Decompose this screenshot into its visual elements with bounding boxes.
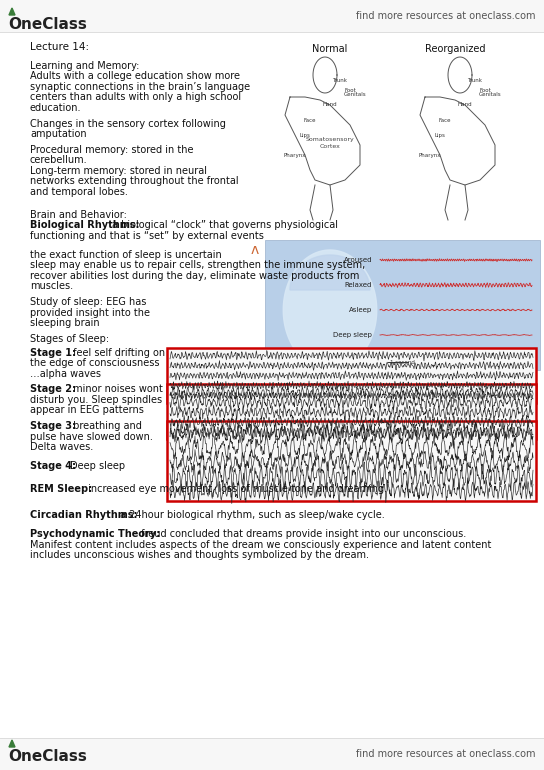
Text: Stages of Sleep:: Stages of Sleep: <box>30 334 109 344</box>
Bar <box>167 347 536 403</box>
Text: cerebellum.: cerebellum. <box>30 156 88 166</box>
Text: a biological “clock” that governs physiological: a biological “clock” that governs physio… <box>112 220 338 230</box>
Text: provided insight into the: provided insight into the <box>30 308 150 318</box>
Text: Trunk: Trunk <box>332 78 348 82</box>
Text: find more resources at oneclass.com: find more resources at oneclass.com <box>356 749 536 759</box>
Text: Genitals: Genitals <box>344 92 366 98</box>
Text: feel self drifting on: feel self drifting on <box>70 347 165 357</box>
Text: Relaxed: Relaxed <box>345 282 372 288</box>
Text: Biological Rhythms:: Biological Rhythms: <box>30 220 143 230</box>
Text: Lips: Lips <box>435 132 446 138</box>
Bar <box>167 384 536 440</box>
Text: Study of sleep: EEG has: Study of sleep: EEG has <box>30 297 146 307</box>
Polygon shape <box>9 8 15 15</box>
Text: amputation: amputation <box>30 129 86 139</box>
Text: Lecture 14:: Lecture 14: <box>30 42 89 52</box>
Text: Aroused: Aroused <box>343 257 372 263</box>
Text: Psychodynamic Theory:: Psychodynamic Theory: <box>30 529 164 539</box>
Text: a 24hour biological rhythm, such as sleep/wake cycle.: a 24hour biological rhythm, such as slee… <box>120 511 385 521</box>
Text: Stage 2:: Stage 2: <box>30 384 79 394</box>
Text: Pharynx: Pharynx <box>419 152 441 158</box>
Text: disturb you. Sleep spindles: disturb you. Sleep spindles <box>30 395 162 405</box>
Polygon shape <box>9 740 15 747</box>
Text: Foot: Foot <box>344 88 356 92</box>
Text: Foot: Foot <box>479 88 491 92</box>
Text: Delta waves.: Delta waves. <box>30 442 93 452</box>
Text: Trunk: Trunk <box>467 78 483 82</box>
Text: Procedural memory: stored in the: Procedural memory: stored in the <box>30 145 194 155</box>
Text: and temporal lobes.: and temporal lobes. <box>30 187 128 197</box>
Bar <box>0 0 544 32</box>
Text: functioning and that is “set” by external events: functioning and that is “set” by externa… <box>30 231 264 241</box>
Text: Asleep: Asleep <box>349 307 372 313</box>
Text: Brain and Behavior:: Brain and Behavior: <box>30 210 127 220</box>
Text: Somatosensory
Cortex: Somatosensory Cortex <box>306 137 354 149</box>
Text: Long-term memory: stored in neural: Long-term memory: stored in neural <box>30 166 207 176</box>
Bar <box>0 738 544 770</box>
Text: sleep may enable us to repair cells, strengthen the immune system,: sleep may enable us to repair cells, str… <box>30 260 365 270</box>
Text: networks extending throughout the frontal: networks extending throughout the fronta… <box>30 176 239 186</box>
Text: Genitals: Genitals <box>479 92 502 98</box>
Text: Pharynx: Pharynx <box>284 152 306 158</box>
Text: Normal: Normal <box>312 44 348 54</box>
Text: Adults with a college education show more: Adults with a college education show mor… <box>30 72 240 82</box>
Text: synaptic connections in the brain’s language: synaptic connections in the brain’s lang… <box>30 82 250 92</box>
Text: education.: education. <box>30 103 82 113</box>
Text: ʌ: ʌ <box>251 243 259 257</box>
Text: Stage 1:: Stage 1: <box>30 347 79 357</box>
Text: pulse have slowed down.: pulse have slowed down. <box>30 431 153 441</box>
Text: increased eye movement, loss of muscle tone and dreaming.: increased eye movement, loss of muscle t… <box>85 484 387 494</box>
Text: Manifest content includes aspects of the dream we consciously experience and lat: Manifest content includes aspects of the… <box>30 540 491 550</box>
Bar <box>265 240 540 370</box>
Text: muscles.: muscles. <box>30 281 73 291</box>
Text: centers than adults with only a high school: centers than adults with only a high sch… <box>30 92 241 102</box>
Text: Face: Face <box>304 118 316 122</box>
Text: minor noises wont: minor noises wont <box>70 384 163 394</box>
Text: OneClass: OneClass <box>8 17 87 32</box>
Text: Circadian Rhythms:: Circadian Rhythms: <box>30 511 141 521</box>
Text: 1 second: 1 second <box>390 360 415 365</box>
Text: Lips: Lips <box>300 132 311 138</box>
Text: Face: Face <box>439 118 452 122</box>
Text: appear in EEG patterns: appear in EEG patterns <box>30 405 144 415</box>
Bar <box>167 421 536 501</box>
Text: freud concluded that dreams provide insight into our unconscious.: freud concluded that dreams provide insi… <box>138 529 466 539</box>
Text: Stage 4:: Stage 4: <box>30 461 79 471</box>
Text: Reorganized: Reorganized <box>425 44 485 54</box>
Text: breathing and: breathing and <box>70 421 142 431</box>
Text: REM Sleep:: REM Sleep: <box>30 484 96 494</box>
Text: includes unconscious wishes and thoughts symbolized by the dream.: includes unconscious wishes and thoughts… <box>30 551 369 561</box>
Text: Stage 3:: Stage 3: <box>30 421 79 431</box>
Text: Hand: Hand <box>458 102 472 108</box>
Text: Deep sleep: Deep sleep <box>70 461 125 471</box>
Text: Hand: Hand <box>323 102 337 108</box>
Text: Learning and Memory:: Learning and Memory: <box>30 61 139 71</box>
Text: OneClass: OneClass <box>8 749 87 764</box>
Text: Changes in the sensory cortex following: Changes in the sensory cortex following <box>30 119 226 129</box>
Text: Deep sleep: Deep sleep <box>333 332 372 338</box>
Text: sleeping brain: sleeping brain <box>30 318 100 328</box>
Text: …alpha waves: …alpha waves <box>30 369 101 379</box>
Text: find more resources at oneclass.com: find more resources at oneclass.com <box>356 11 536 21</box>
Text: the edge of consciousness: the edge of consciousness <box>30 358 159 368</box>
Polygon shape <box>283 250 377 370</box>
Text: recover abilities lost during the day, eliminate waste products from: recover abilities lost during the day, e… <box>30 271 360 281</box>
Text: the exact function of sleep is uncertain: the exact function of sleep is uncertain <box>30 250 222 260</box>
Polygon shape <box>290 255 370 290</box>
